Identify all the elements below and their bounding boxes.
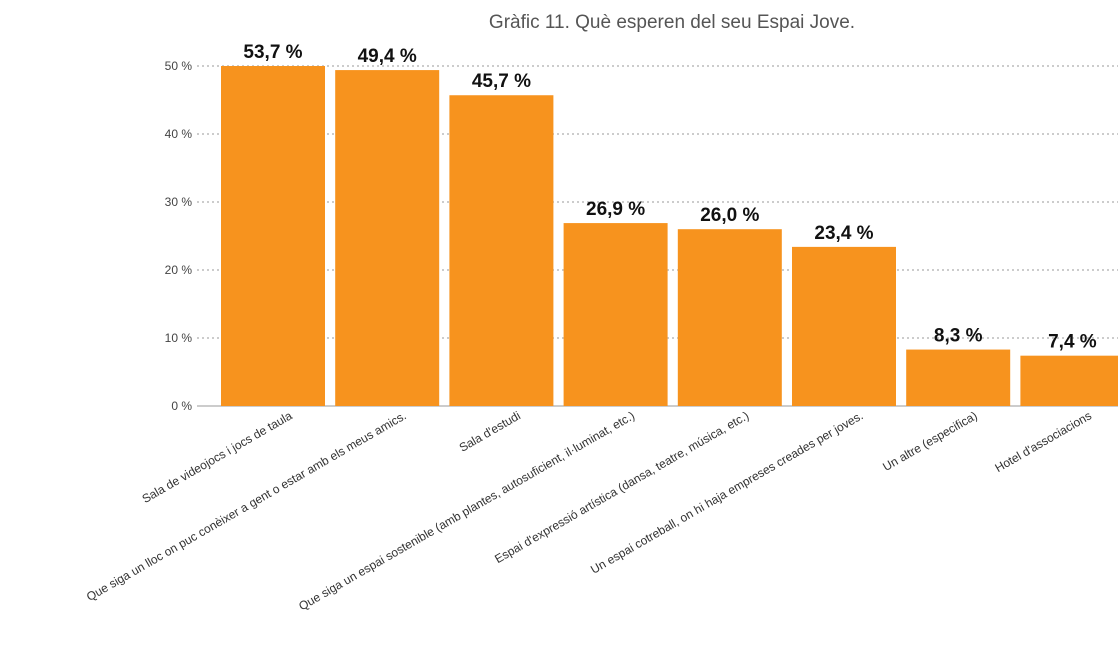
y-tick-label: 20 % [165, 263, 193, 277]
bars [221, 66, 1118, 407]
x-tick-label: Sala d'estudi [457, 408, 523, 454]
data-label: 26,0 % [700, 205, 759, 226]
bar [563, 223, 668, 406]
data-label: 26,9 % [586, 199, 645, 220]
chart-title: Gràfic 11. Què esperen del seu Espai Jov… [489, 12, 855, 33]
y-tick-label: 50 % [165, 59, 193, 73]
data-label: 53,7 % [243, 42, 302, 63]
bar [792, 246, 896, 406]
y-tick-label: 30 % [165, 195, 193, 209]
bar [677, 229, 782, 406]
y-tick-label: 0 % [171, 399, 192, 413]
bar [221, 66, 325, 406]
bar [906, 349, 1011, 406]
data-label: 7,4 % [1048, 332, 1097, 353]
data-labels: 53,7 % 49,4 % 45,7 % 26,9 % 26,0 % 23,4 % 8,3 … [243, 42, 1096, 353]
y-tick-label: 40 % [165, 127, 193, 141]
data-label: 23,4 % [814, 223, 873, 244]
x-tick-label: Espai d'expressió artística (dansa, teat… [492, 408, 751, 566]
data-label: 45,7 % [472, 71, 531, 92]
y-tick-label: 10 % [165, 331, 193, 345]
bar [449, 95, 554, 407]
bar [1020, 355, 1118, 406]
x-tick-label: Hotel d'associacions [992, 408, 1093, 475]
x-tick-label: Un altre (especifica) [880, 408, 979, 473]
data-label: 8,3 % [934, 326, 983, 347]
bar [335, 70, 440, 406]
data-label: 49,4 % [358, 46, 417, 67]
